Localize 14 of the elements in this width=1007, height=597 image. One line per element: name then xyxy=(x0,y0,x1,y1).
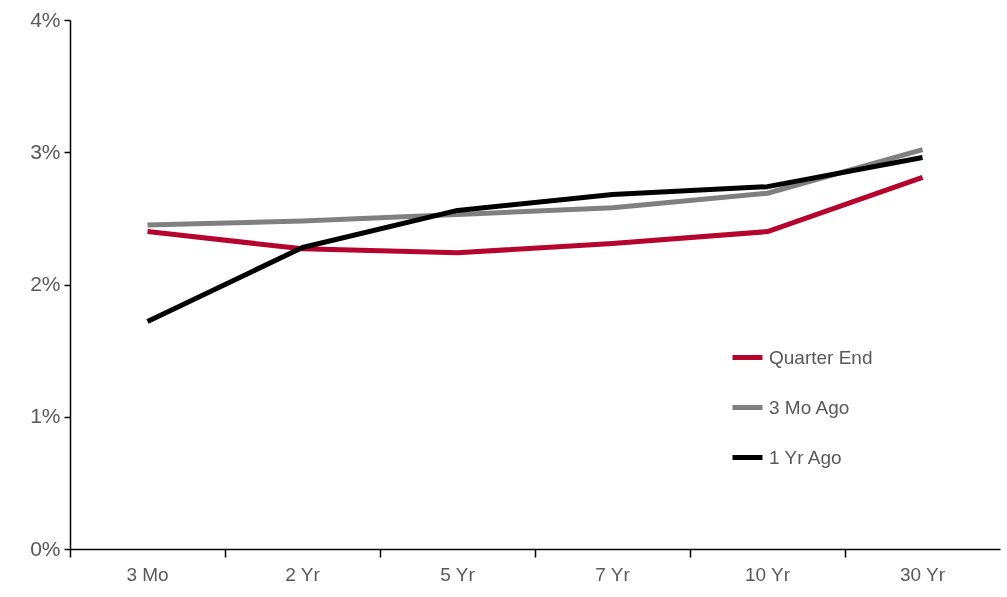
x-tick-label: 3 Mo xyxy=(126,563,169,585)
legend-label: 3 Mo Ago xyxy=(769,396,850,418)
y-tick-label: 4% xyxy=(30,7,61,31)
y-tick-label: 3% xyxy=(30,139,61,163)
x-tick-label: 2 Yr xyxy=(285,563,321,585)
x-tick-label: 5 Yr xyxy=(440,563,476,585)
y-tick-label: 1% xyxy=(30,404,61,428)
y-tick-label: 2% xyxy=(30,272,61,295)
y-tick-label: 0% xyxy=(30,536,61,560)
x-tick-label: 30 Yr xyxy=(899,563,946,585)
legend-label: Quarter End xyxy=(769,346,873,368)
x-tick-label: 7 Yr xyxy=(595,563,631,585)
x-tick-label: 10 Yr xyxy=(744,563,791,585)
legend-label: 1 Yr Ago xyxy=(769,446,842,468)
